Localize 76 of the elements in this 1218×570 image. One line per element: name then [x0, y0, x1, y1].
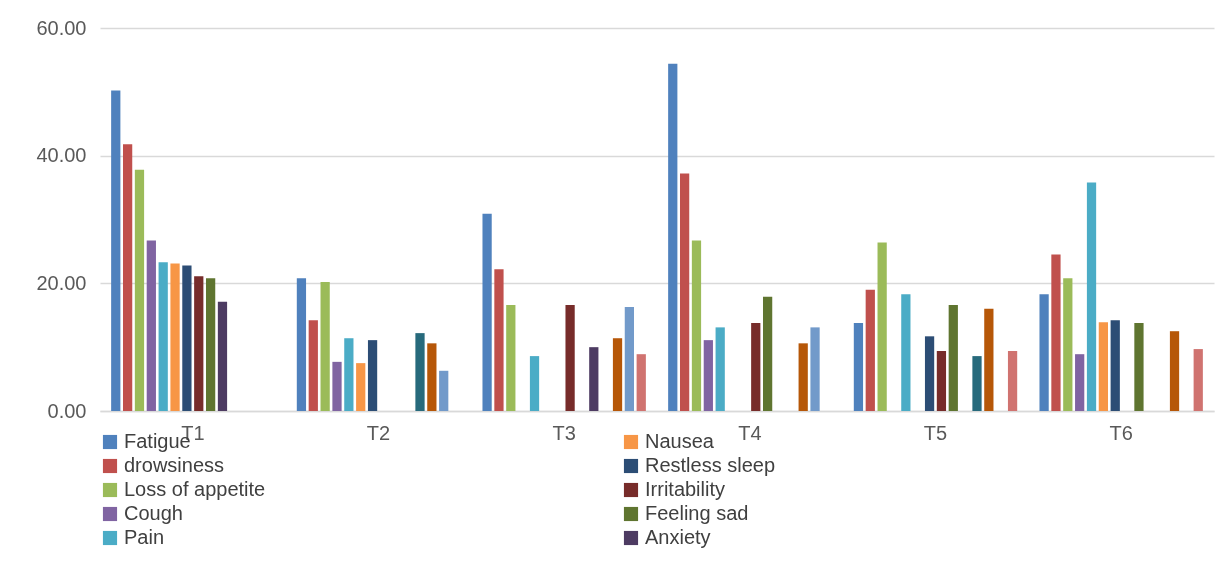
- bar: [948, 305, 958, 411]
- bar: [589, 347, 599, 411]
- bar: [182, 265, 192, 411]
- bar: [762, 296, 773, 411]
- bar: [865, 289, 875, 411]
- bar: [344, 338, 354, 411]
- bar: [668, 63, 678, 411]
- bar: [1075, 354, 1085, 411]
- bar: [1007, 351, 1018, 411]
- bar: [877, 242, 887, 411]
- y-tick-label: 60.00: [36, 16, 87, 39]
- bar: [205, 278, 216, 411]
- bar: [194, 276, 204, 411]
- legend-label: Anxiety: [645, 526, 711, 548]
- bar: [1134, 322, 1144, 411]
- y-tick-label: 0.00: [47, 399, 87, 422]
- bar: [506, 305, 516, 411]
- bar: [1193, 349, 1203, 411]
- bar: [936, 351, 947, 411]
- bar: [439, 370, 449, 411]
- bar: [1098, 322, 1109, 411]
- legend-label: Cough: [124, 502, 183, 524]
- bar: [296, 278, 307, 411]
- bar: [715, 327, 725, 411]
- bar: [158, 262, 168, 411]
- legend-label: Feeling sad: [645, 502, 749, 524]
- bar: [853, 322, 864, 411]
- bar: [924, 336, 935, 411]
- x-tick-label: T2: [366, 421, 391, 444]
- bar: [1063, 278, 1073, 411]
- legend-label: Nausea: [645, 430, 715, 452]
- bar: [146, 240, 156, 411]
- y-tick-label: 40.00: [36, 144, 87, 167]
- bar: [1110, 320, 1120, 411]
- bar: [170, 263, 180, 411]
- bar: [111, 90, 121, 411]
- bar: [703, 340, 713, 411]
- y-tick-label: 20.00: [36, 271, 87, 294]
- bar: [636, 354, 646, 411]
- bar: [680, 173, 690, 411]
- bar: [415, 333, 425, 411]
- bar: [320, 282, 330, 411]
- bar: [798, 343, 808, 411]
- bar: [984, 308, 994, 411]
- bar: [427, 343, 437, 411]
- bar: [308, 320, 318, 411]
- bar: [1086, 182, 1097, 411]
- bar: [482, 213, 492, 411]
- bar: [217, 301, 228, 411]
- bar: [123, 144, 133, 411]
- bar: [901, 294, 911, 411]
- bar: [332, 361, 342, 411]
- legend-label: Irritability: [645, 478, 726, 500]
- legend-label: Restless sleep: [645, 454, 776, 476]
- bar: [612, 338, 623, 411]
- x-tick-label: T4: [738, 421, 762, 444]
- bar: [691, 240, 702, 411]
- x-tick-label: T6: [1109, 421, 1133, 444]
- bar: [1169, 331, 1180, 411]
- legend-label: Pain: [124, 526, 165, 548]
- bar: [356, 363, 366, 411]
- bar: [494, 269, 504, 411]
- bar: [1039, 294, 1049, 411]
- x-tick-label: T3: [552, 421, 576, 444]
- legend-label: drowsiness: [124, 454, 225, 476]
- x-tick-label: T5: [923, 421, 948, 444]
- bar: [810, 327, 820, 411]
- bar: [529, 356, 540, 411]
- bar: [1051, 254, 1061, 411]
- bar: [624, 306, 634, 411]
- bar: [134, 169, 145, 411]
- legend-label: Loss of appetite: [124, 478, 266, 500]
- bar: [565, 305, 575, 411]
- bar: [972, 356, 982, 411]
- bar: [751, 322, 761, 411]
- bar: [367, 340, 378, 411]
